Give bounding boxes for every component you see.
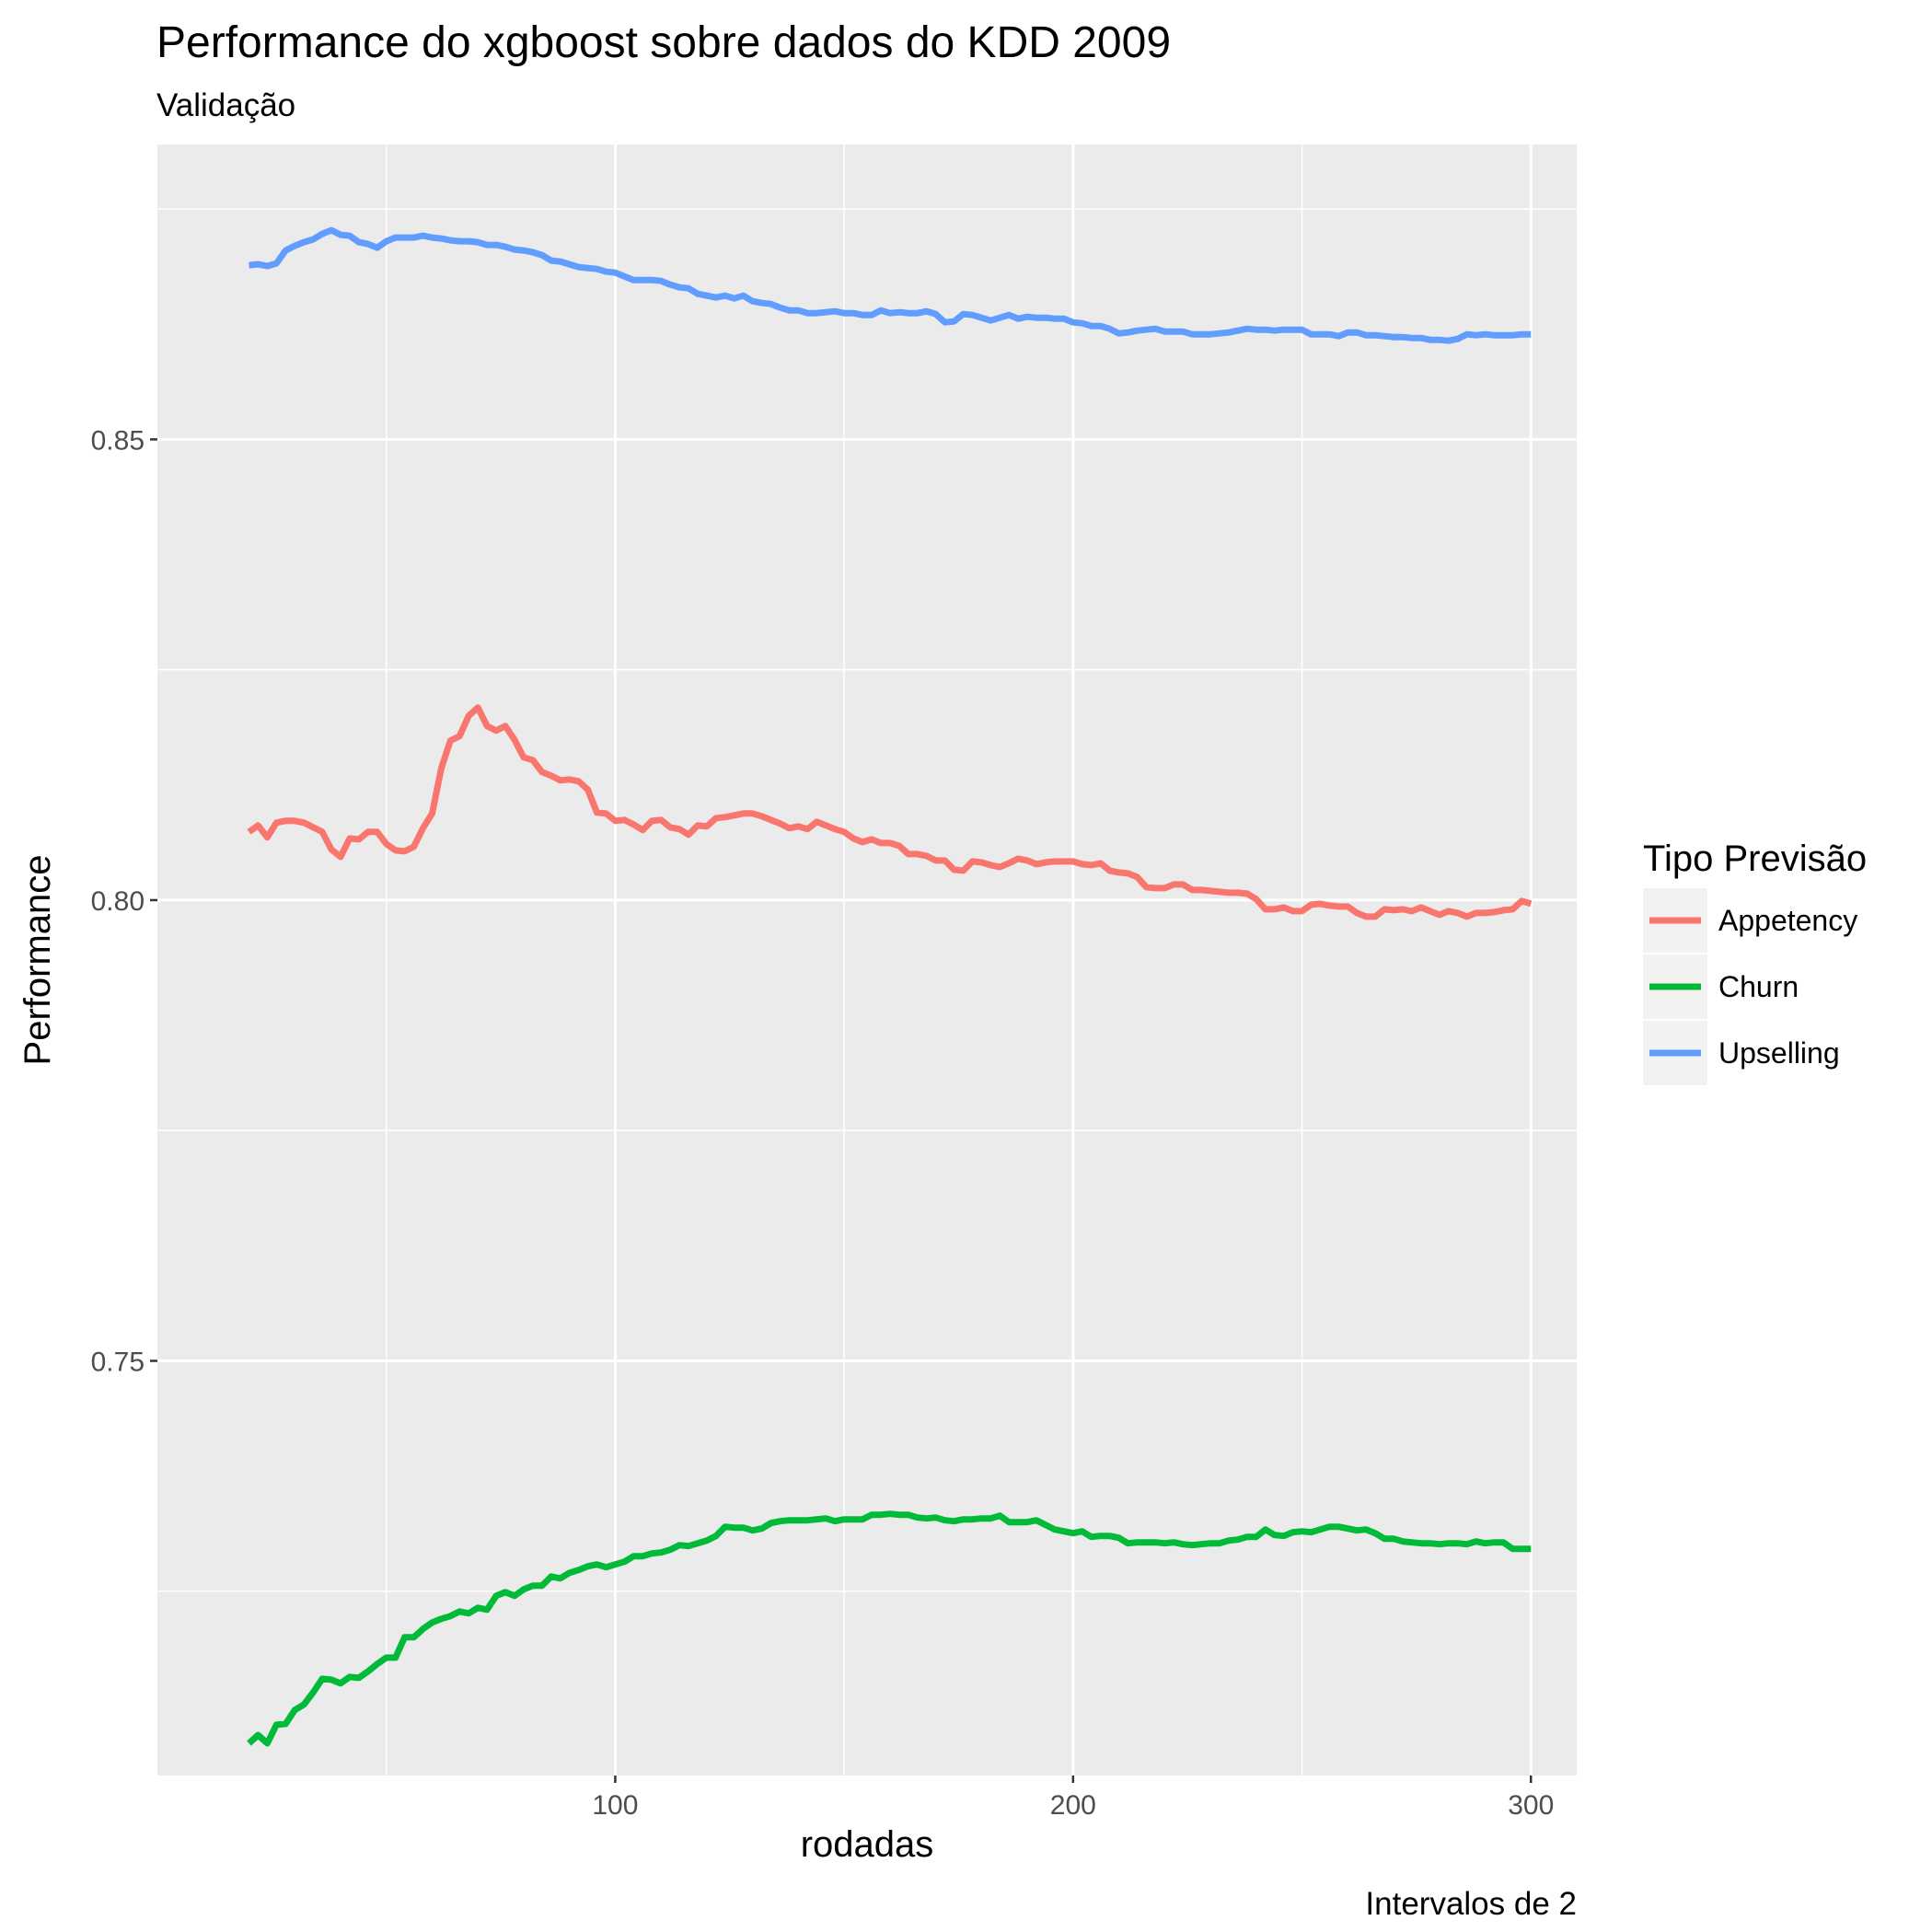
legend-items: Appetency Churn Upselling <box>1643 888 1857 1085</box>
y-tick-label: 0.80 <box>91 886 145 917</box>
y-tick-label: 0.85 <box>91 425 145 456</box>
legend-label-upselling: Upselling <box>1718 1036 1840 1070</box>
chart-caption: Intervalos de 2 <box>1365 1886 1577 1922</box>
legend-title: Tipo Previsão <box>1643 839 1867 879</box>
plot-panel <box>157 145 1577 1776</box>
chart-title: Performance do xgboost sobre dados do KD… <box>156 18 1171 67</box>
chart-subtitle: Validação <box>156 87 295 123</box>
series-line-appetency <box>247 704 1533 920</box>
y-axis-title: Performance <box>17 855 58 1066</box>
y-tick-label: 0.75 <box>91 1347 145 1377</box>
x-axis: 100 200 300 <box>592 1776 1554 1821</box>
y-axis: 0.75 0.80 0.85 <box>91 425 157 1377</box>
legend-label-appetency: Appetency <box>1718 904 1857 937</box>
x-tick-label: 300 <box>1508 1790 1554 1821</box>
series-line-churn <box>247 1510 1532 1747</box>
legend-label-churn: Churn <box>1718 970 1799 1003</box>
legend: Tipo Previsão Appetency Churn Upselling <box>1643 839 1867 1085</box>
x-tick-label: 200 <box>1050 1790 1096 1821</box>
grid-minor <box>157 145 1577 1776</box>
x-tick-label: 100 <box>592 1790 638 1821</box>
grid-major <box>157 145 1577 1776</box>
series-layer <box>247 226 1533 1747</box>
series-line-upselling <box>249 226 1532 344</box>
x-axis-title: rodadas <box>801 1824 934 1865</box>
